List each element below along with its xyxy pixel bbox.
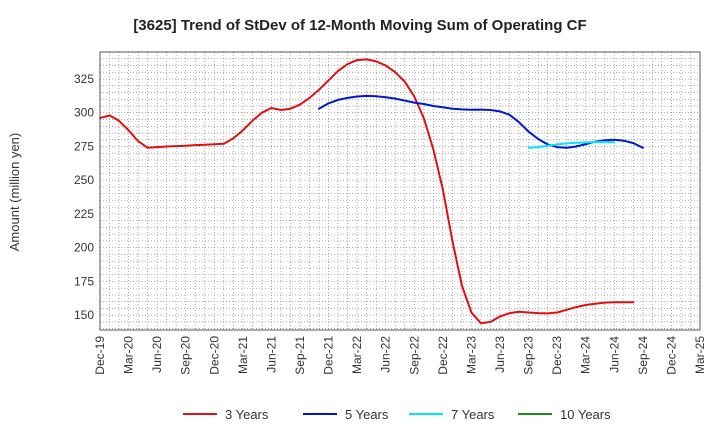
x-tick-label: Dec-24 (664, 336, 678, 375)
y-axis-label: Amount (million yen) (7, 133, 22, 252)
x-tick-label: Dec-20 (207, 336, 221, 375)
x-tick-label: Mar-23 (464, 336, 478, 374)
grid-lines (100, 52, 700, 330)
x-tick-label: Jun-24 (607, 336, 621, 373)
y-tick-label: 175 (74, 274, 94, 288)
series-line (99, 58, 635, 325)
series-lines (99, 58, 644, 325)
legend-label: 5 Years (345, 407, 389, 422)
y-tick-label: 225 (74, 207, 94, 221)
series-line (527, 141, 616, 149)
x-tick-label: Sep-22 (407, 336, 421, 375)
x-tick-label: Sep-21 (293, 336, 307, 375)
x-tick-label: Mar-20 (122, 336, 136, 374)
x-tick-label: Jun-21 (264, 336, 278, 373)
legend-label: 7 Years (451, 407, 495, 422)
x-tick-label: Dec-19 (93, 336, 107, 375)
x-tick-label: Sep-23 (522, 336, 536, 375)
x-tick-labels: Dec-19 Mar-20 Jun-20 Sep-20 Dec-20 Mar-21 Jun-… (93, 336, 707, 375)
y-tick-labels: 150 175 200 225 250 275 300 325 (74, 72, 94, 322)
y-tick-label: 200 (74, 241, 94, 255)
y-tick-label: 250 (74, 173, 94, 187)
y-tick-label: 275 (74, 139, 94, 153)
x-tick-label: Dec-21 (322, 336, 336, 375)
y-tick-label: 300 (74, 106, 94, 120)
x-tick-label: Mar-21 (236, 336, 250, 374)
x-tick-label: Jun-23 (493, 336, 507, 373)
x-tick-label: Jun-22 (379, 336, 393, 373)
legend-label: 3 Years (225, 407, 269, 422)
plot-area-frame (99, 51, 701, 331)
x-tick-label: Sep-20 (179, 336, 193, 375)
x-tick-label: Mar-25 (693, 336, 707, 374)
chart-title: [3625] Trend of StDev of 12-Month Moving… (133, 17, 586, 34)
x-tick-label: Dec-22 (436, 336, 450, 375)
series-line (318, 94, 644, 149)
x-tick-label: Jun-20 (150, 336, 164, 373)
x-tick-label: Dec-23 (550, 336, 564, 375)
legend-label: 10 Years (560, 407, 611, 422)
x-tick-label: Mar-24 (579, 336, 593, 374)
legend: 3 Years 5 Years 7 Years 10 Years (183, 407, 611, 422)
y-tick-label: 150 (74, 308, 94, 322)
y-tick-label: 325 (74, 72, 94, 86)
x-tick-label: Sep-24 (636, 336, 650, 375)
x-tick-label: Mar-22 (350, 336, 364, 374)
